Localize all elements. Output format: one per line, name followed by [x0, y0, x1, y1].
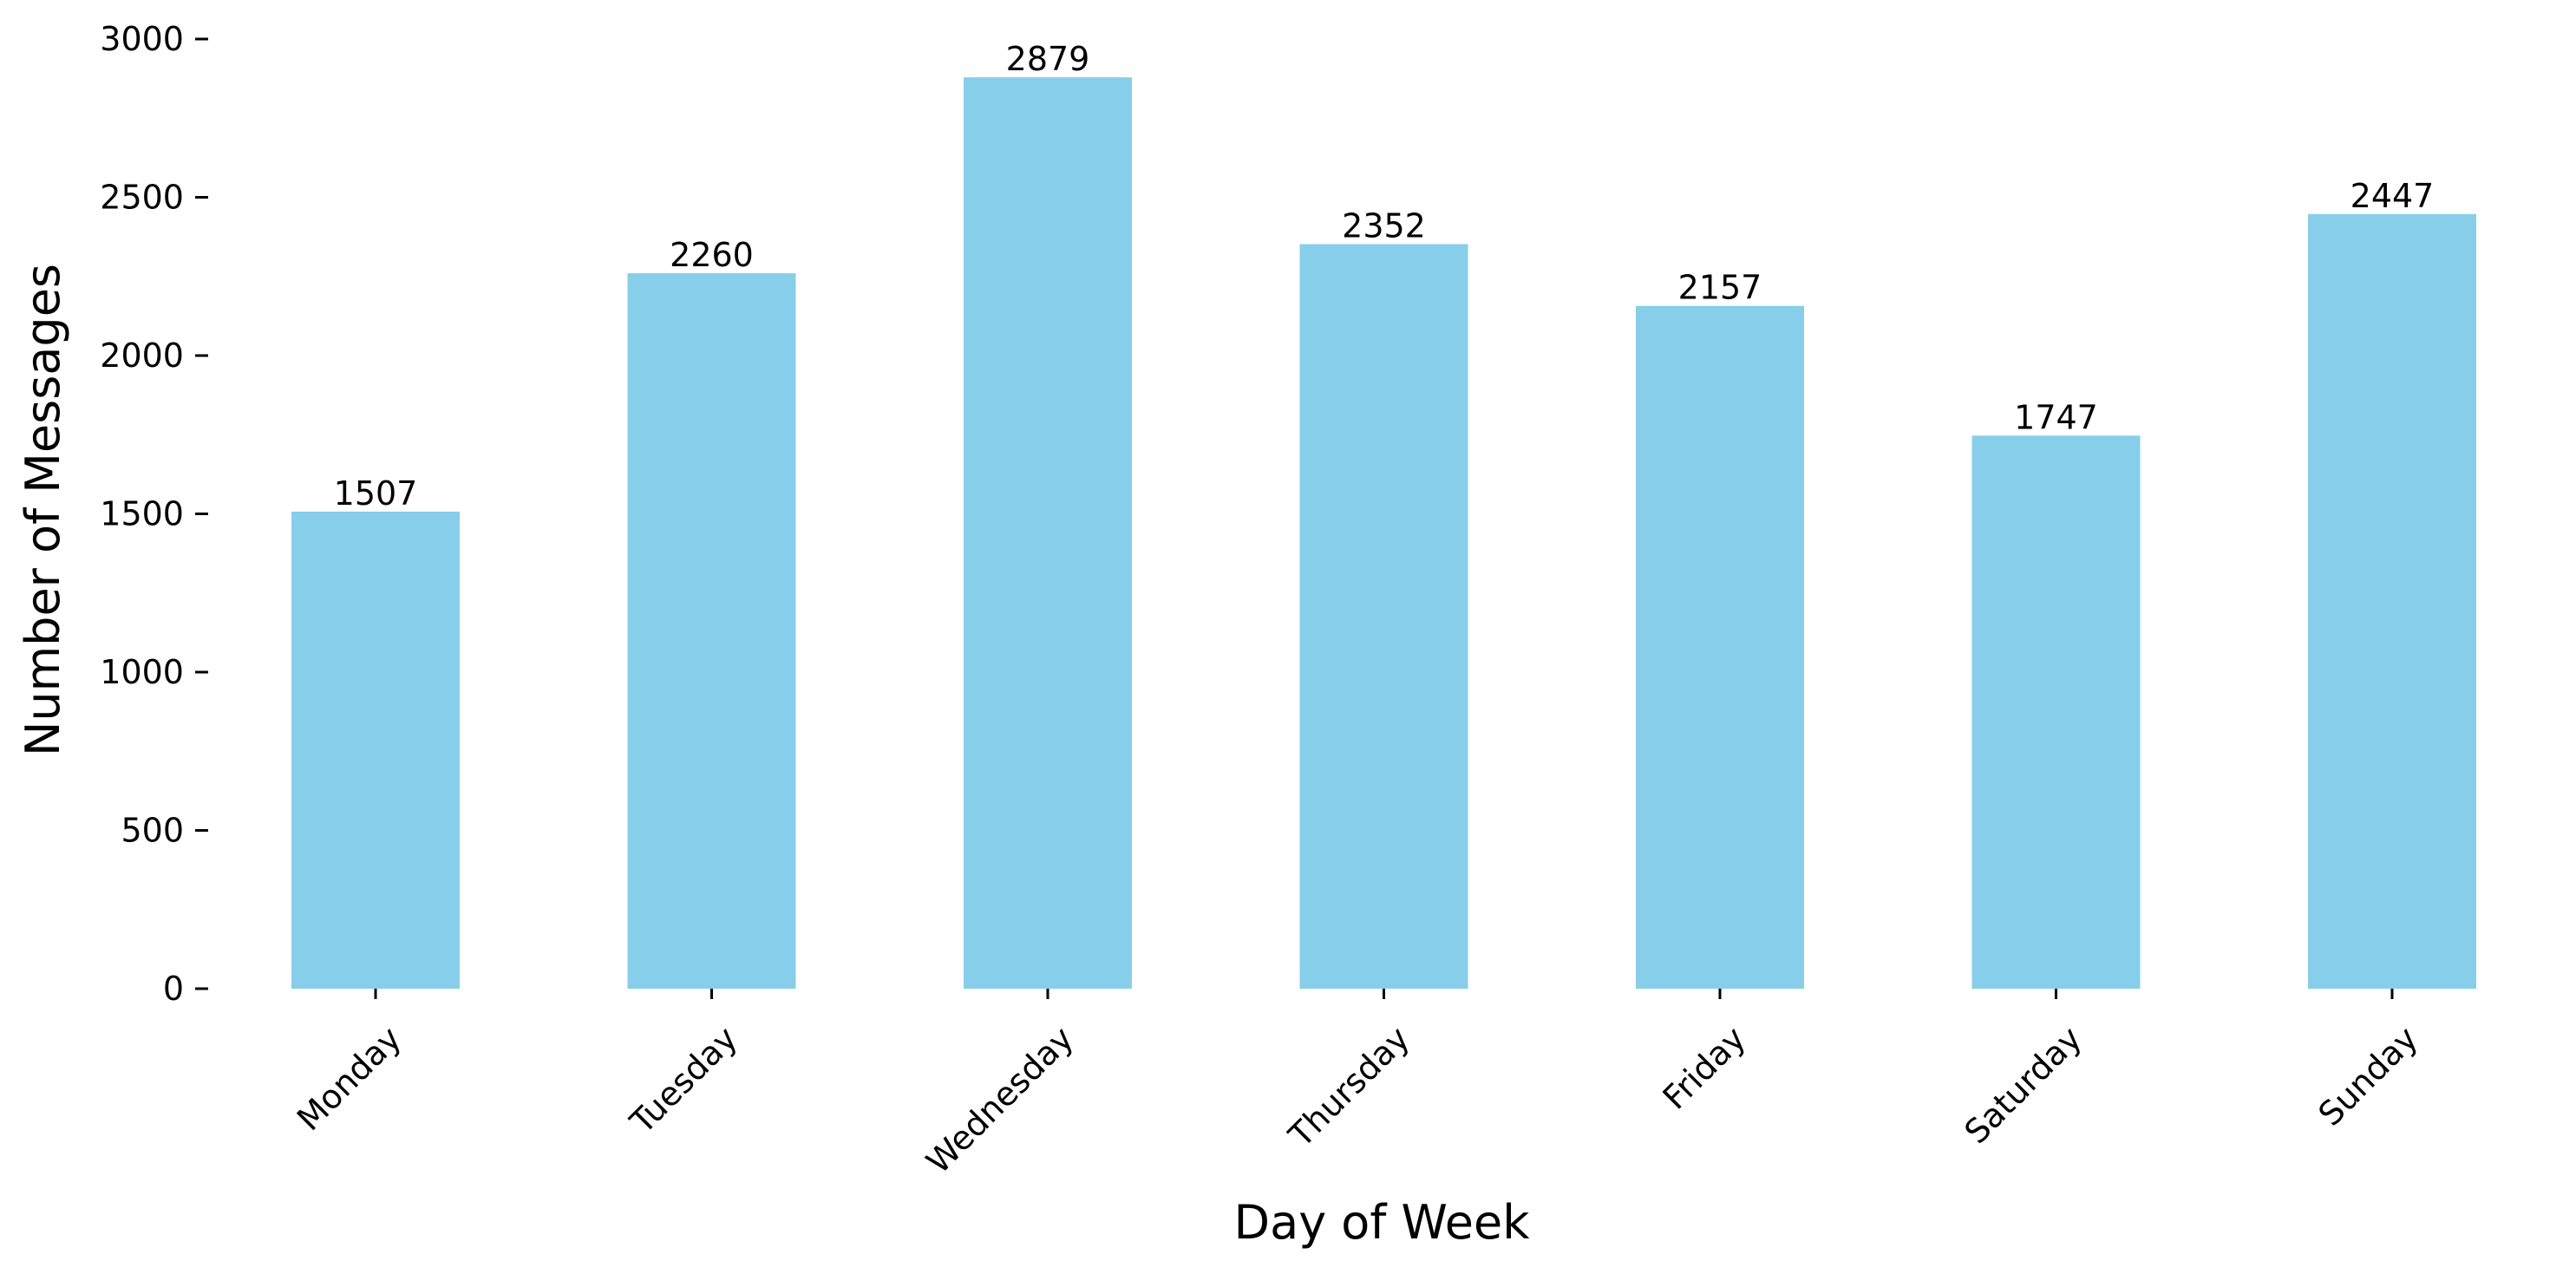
x-tick-label-wednesday: Wednesday: [919, 1019, 1081, 1181]
bar-friday: [1636, 305, 1804, 989]
x-axis-title: Day of Week: [1234, 1195, 1531, 1250]
data-labels-group: 1507 2260 2879 2352 2157 1747 2447: [334, 40, 2435, 513]
data-label-friday: 2157: [1678, 269, 1762, 307]
bar-thursday: [1299, 244, 1468, 989]
x-tick-label-saturday: Saturday: [1957, 1019, 2089, 1151]
y-axis: 0 500 1000 1500 2000 2500 3000: [100, 20, 208, 1008]
data-label-saturday: 1747: [2014, 398, 2098, 436]
bar-monday: [291, 511, 460, 989]
y-tick-label: 500: [121, 812, 184, 850]
x-tick-label-tuesday: Tuesday: [623, 1019, 745, 1141]
bars-group: [291, 77, 2476, 990]
data-label-monday: 1507: [334, 474, 418, 513]
y-axis-title: Number of Messages: [16, 264, 70, 756]
y-tick-label: 1500: [100, 495, 184, 533]
x-tick-label-thursday: Thursday: [1281, 1019, 1417, 1155]
y-tick-label: 1000: [100, 653, 184, 691]
data-label-tuesday: 2260: [670, 236, 754, 274]
bar-saturday: [1971, 435, 2141, 990]
bar-wednesday: [964, 77, 1132, 989]
bar-tuesday: [627, 273, 796, 990]
data-label-sunday: 2447: [2350, 177, 2435, 215]
y-tick-label: 2000: [100, 336, 184, 375]
x-tick-label-friday: Friday: [1656, 1019, 1754, 1117]
y-tick-label: 2500: [100, 179, 184, 217]
y-tick-label: 0: [163, 970, 184, 1008]
bar-sunday: [2308, 213, 2476, 990]
data-label-wednesday: 2879: [1006, 40, 1090, 78]
x-axis: Monday Tuesday Wednesday Thursday Friday Satu…: [290, 989, 2425, 1181]
x-tick-label-sunday: Sunday: [2311, 1019, 2426, 1134]
data-label-thursday: 2352: [1342, 207, 1426, 245]
x-tick-label-monday: Monday: [290, 1019, 409, 1138]
y-tick-label: 3000: [100, 20, 184, 58]
